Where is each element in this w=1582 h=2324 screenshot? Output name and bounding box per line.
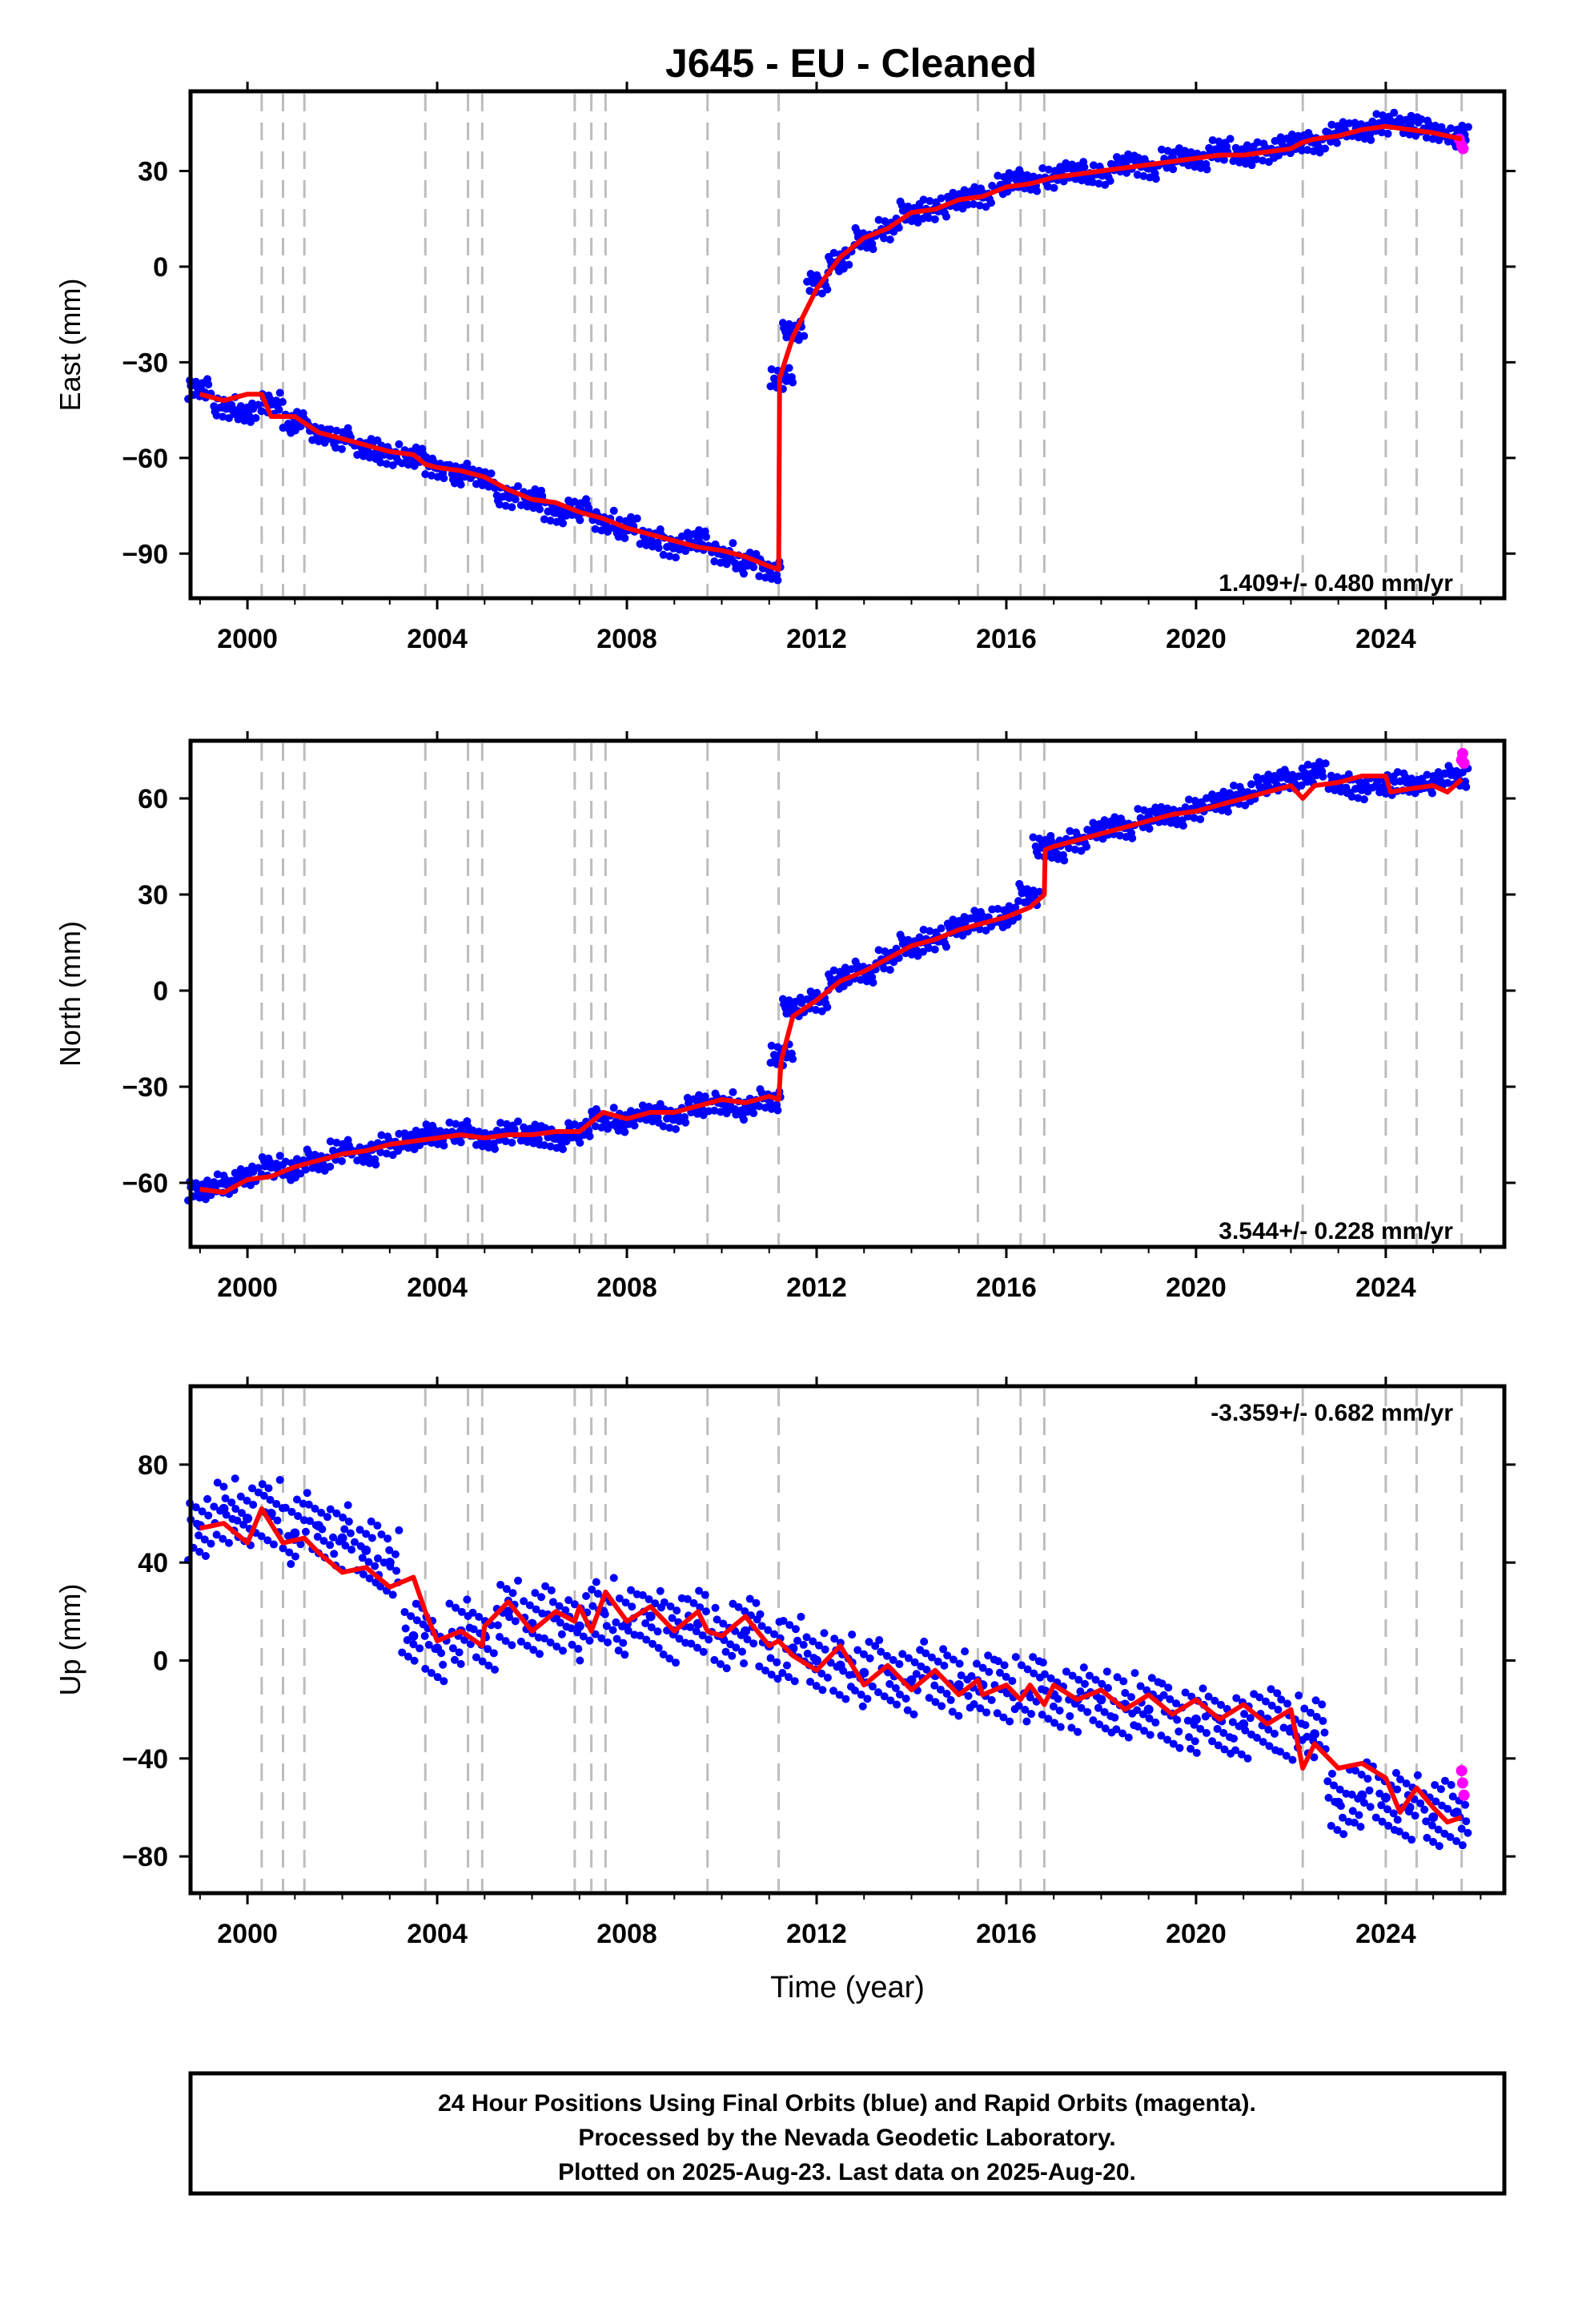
x-tick-label: 2000	[217, 1273, 278, 1303]
rate-up: -3.359+/- 0.682 mm/yr	[1211, 1400, 1453, 1426]
rapid-point	[1458, 758, 1470, 769]
x-tick-label: 2000	[217, 1919, 278, 1949]
rapid-point	[1456, 1765, 1468, 1777]
model-line	[199, 123, 1463, 573]
data-point	[920, 1637, 951, 1711]
data-point	[1300, 758, 1330, 787]
panel-up: 2000 2004 2008 2012 2016 2020 2024 −80 −40 0 40 80 U…	[54, 1377, 1516, 2004]
x-tick-label: 2016	[976, 1919, 1037, 1949]
y-tick-label: −60	[122, 1168, 168, 1199]
y-tick-label: −40	[122, 1744, 168, 1775]
x-tick-label: 2012	[786, 624, 847, 654]
x-tick-label: 2024	[1355, 1273, 1416, 1303]
x-axis-label: Time (year)	[770, 1971, 925, 2004]
y-tick-label: 0	[153, 252, 168, 283]
data-point	[612, 1107, 641, 1136]
x-tick-label: 2020	[1166, 624, 1227, 654]
y-tick-label: 30	[138, 157, 168, 187]
plot-frame	[188, 738, 1507, 1249]
data-point	[492, 1117, 523, 1147]
y-tick-label: 0	[153, 1646, 168, 1676]
data-point	[1133, 1674, 1163, 1739]
data-point	[1014, 879, 1044, 910]
x-tick-label: 2012	[786, 1273, 847, 1303]
panel-north: 2000 2004 2008 2012 2016 2020 2024 −60 −30 0 30 60 N…	[54, 731, 1516, 1303]
chart-title: J645 - EU - Cleaned	[665, 41, 1037, 86]
model-line	[199, 1506, 1463, 1825]
x-tick-label: 2004	[407, 1919, 468, 1949]
data-point	[210, 1168, 239, 1198]
model-line	[199, 774, 1464, 1195]
data-point	[374, 1526, 404, 1599]
x-tick-label: 2020	[1166, 1919, 1227, 1949]
data-point	[1440, 762, 1472, 791]
rapid-point	[1456, 748, 1468, 759]
data-point	[636, 525, 665, 553]
data-point	[778, 1612, 809, 1686]
rate-north: 3.544+/- 0.228 mm/yr	[1219, 1218, 1453, 1244]
y-tick-label: 40	[138, 1548, 168, 1578]
footer-box: 24 Hour Positions Using Final Orbits (bl…	[188, 2071, 1507, 2196]
rapid-point	[1457, 143, 1469, 155]
y-axis-label: East (mm)	[54, 279, 86, 412]
x-tick-label: 2024	[1355, 624, 1416, 654]
data-point	[1323, 1765, 1354, 1839]
data-point	[1062, 158, 1092, 186]
data-point	[279, 1495, 310, 1569]
y-tick-label: −30	[122, 1072, 168, 1103]
data-point	[1228, 1690, 1259, 1763]
x-tick-label: 2012	[786, 1919, 847, 1949]
data-point	[210, 1474, 239, 1547]
data-point	[231, 399, 263, 426]
x-tick-label: 2000	[217, 624, 278, 654]
x-tick-label: 2016	[976, 624, 1037, 654]
data-point	[588, 1574, 618, 1647]
y-tick-label: 80	[138, 1450, 168, 1481]
y-tick-label: −30	[122, 348, 168, 378]
y-tick-label: −90	[122, 539, 168, 569]
x-tick-label: 2008	[596, 1273, 657, 1303]
y-tick-label: −80	[122, 1842, 168, 1872]
data-point	[825, 963, 856, 993]
data-point	[326, 1501, 356, 1574]
data-point	[1347, 1758, 1377, 1831]
x-tick-label: 2004	[407, 1273, 468, 1303]
footer-line-2: Processed by the Nevada Geodetic Laborat…	[578, 2125, 1115, 2151]
footer-line-1: 24 Hour Positions Using Final Orbits (bl…	[438, 2090, 1256, 2117]
data-point	[683, 1586, 713, 1656]
data-point	[826, 1630, 857, 1703]
data-point	[966, 905, 997, 935]
y-axis-label: North (mm)	[54, 921, 86, 1067]
data-point	[1038, 1659, 1068, 1731]
y-tick-label: 0	[153, 976, 168, 1007]
data-point	[303, 1489, 335, 1562]
rapid-point	[1458, 1789, 1470, 1801]
x-tick-label: 2016	[976, 1273, 1037, 1303]
data-point	[1085, 1667, 1116, 1737]
plot-frame	[188, 1384, 1507, 1896]
data-point	[257, 1476, 287, 1549]
data-point	[612, 1586, 641, 1659]
panel-east: 2000 2004 2008 2012 2016 2020 2024 −90 −60 −30 0 30…	[54, 82, 1516, 654]
y-axis-label: Up (mm)	[54, 1584, 86, 1696]
rapid-point	[1456, 1777, 1468, 1789]
y-tick-label: −60	[122, 444, 168, 474]
footer-line-3: Plotted on 2025-Aug-23. Last data on 202…	[558, 2159, 1136, 2185]
x-tick-label: 2004	[407, 624, 468, 654]
x-tick-label: 2020	[1166, 1273, 1227, 1303]
x-tick-label: 2024	[1355, 1919, 1416, 1949]
data-point	[540, 1582, 571, 1655]
y-tick-label: 60	[138, 784, 168, 814]
data-point	[1300, 1696, 1330, 1762]
x-tick-label: 2008	[596, 624, 657, 654]
x-tick-label: 2008	[596, 1919, 657, 1949]
y-tick-label: 30	[138, 880, 168, 911]
rate-east: 1.409+/- 0.480 mm/yr	[1219, 570, 1453, 597]
data-point	[1440, 1776, 1472, 1850]
plot-frame	[188, 89, 1507, 601]
data-point	[564, 1592, 594, 1665]
